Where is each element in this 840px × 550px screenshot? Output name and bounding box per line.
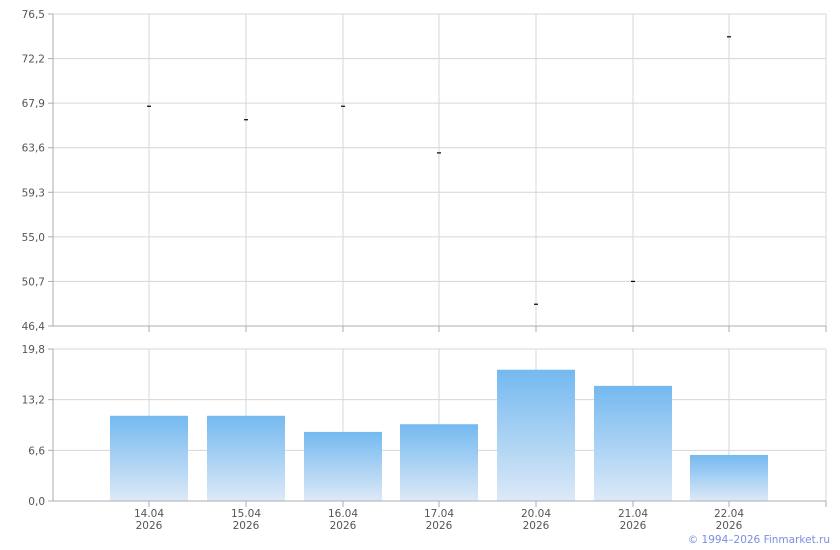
x-tick-year: 2026 <box>233 520 260 532</box>
y-tick-label: 19,8 <box>22 344 45 356</box>
y-tick-label: 46,4 <box>22 321 46 333</box>
y-tick-label: 67,9 <box>22 98 45 110</box>
y-tick-label: 63,6 <box>22 143 46 155</box>
volume-bar <box>304 431 382 501</box>
x-tick-label: 21.04 <box>618 508 648 520</box>
x-tick-year: 2026 <box>620 520 647 532</box>
volume-bar <box>110 415 188 501</box>
x-tick-label: 22.04 <box>714 508 744 520</box>
x-tick-year: 2026 <box>426 520 453 532</box>
y-tick-label: 13,2 <box>22 395 45 407</box>
x-tick-label: 14.04 <box>134 508 164 520</box>
x-tick-label: 15.04 <box>231 508 261 520</box>
volume-bar <box>207 415 285 501</box>
y-tick-label: 59,3 <box>22 187 45 199</box>
y-tick-label: 55,0 <box>22 232 45 244</box>
volume-bar <box>690 454 768 501</box>
y-tick-label: 6,6 <box>28 445 45 457</box>
volume-bar <box>497 369 575 501</box>
copyright[interactable]: © 1994–2026 Finmarket.ru <box>687 534 830 546</box>
x-tick-year: 2026 <box>716 520 743 532</box>
y-tick-label: 0,0 <box>28 496 45 508</box>
volume-bar <box>594 385 672 501</box>
y-tick-label: 76,5 <box>22 9 45 21</box>
price-panel: 76,5 72,2 67,9 63,6 59,3 55,0 50,7 46,4 <box>22 9 827 333</box>
x-tick-label: 20.04 <box>521 508 551 520</box>
x-tick-year: 2026 <box>330 520 357 532</box>
volume-panel: 19,8 13,2 6,6 0,0 <box>22 344 827 508</box>
x-tick-year: 2026 <box>523 520 550 532</box>
y-tick-label: 50,7 <box>22 276 45 288</box>
x-tick-label: 17.04 <box>424 508 454 520</box>
x-tick-year: 2026 <box>136 520 163 532</box>
x-tick-label: 16.04 <box>328 508 358 520</box>
y-tick-label: 72,2 <box>22 54 45 66</box>
volume-bar <box>400 424 478 501</box>
